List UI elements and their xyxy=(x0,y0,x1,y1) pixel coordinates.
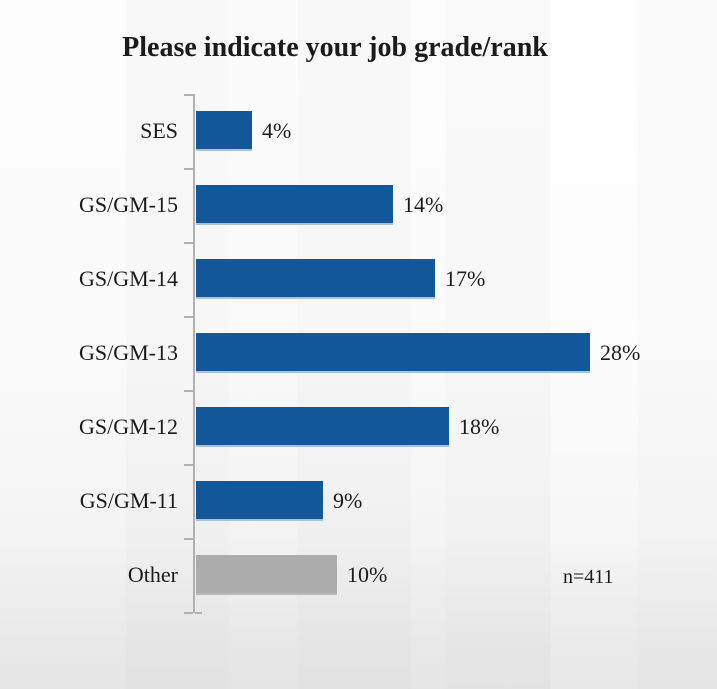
bar xyxy=(196,111,252,151)
value-label: 9% xyxy=(333,488,363,513)
y-axis-line xyxy=(193,94,195,613)
axis-tick xyxy=(184,538,193,540)
chart-title: Please indicate your job grade/rank xyxy=(122,32,548,63)
bar xyxy=(196,555,337,595)
axis-tick xyxy=(184,464,193,466)
value-label: 14% xyxy=(403,192,444,217)
bar xyxy=(196,259,435,299)
category-label: GS/GM-14 xyxy=(78,266,178,291)
bar xyxy=(196,481,323,521)
value-label: 4% xyxy=(262,118,292,143)
value-label: 18% xyxy=(459,414,500,439)
sample-size-note: n=411 xyxy=(563,566,614,588)
bar xyxy=(196,407,449,447)
axis-foot-tick xyxy=(195,612,202,614)
category-label: GS/GM-15 xyxy=(78,192,178,217)
category-label: GS/GM-13 xyxy=(78,340,178,365)
axis-tick xyxy=(184,94,193,96)
axis-tick xyxy=(184,390,193,392)
axis-tick xyxy=(184,612,193,614)
axis-tick xyxy=(184,242,193,244)
bar xyxy=(196,185,393,225)
category-label: Other xyxy=(127,562,178,587)
axis-tick xyxy=(184,168,193,170)
value-label: 28% xyxy=(600,340,641,365)
axis-tick xyxy=(184,316,193,318)
category-label: GS/GM-12 xyxy=(78,414,178,439)
category-label: SES xyxy=(140,118,178,143)
category-label: GS/GM-11 xyxy=(79,488,178,513)
value-label: 10% xyxy=(347,562,388,587)
bar xyxy=(196,333,590,373)
value-label: 17% xyxy=(445,266,486,291)
